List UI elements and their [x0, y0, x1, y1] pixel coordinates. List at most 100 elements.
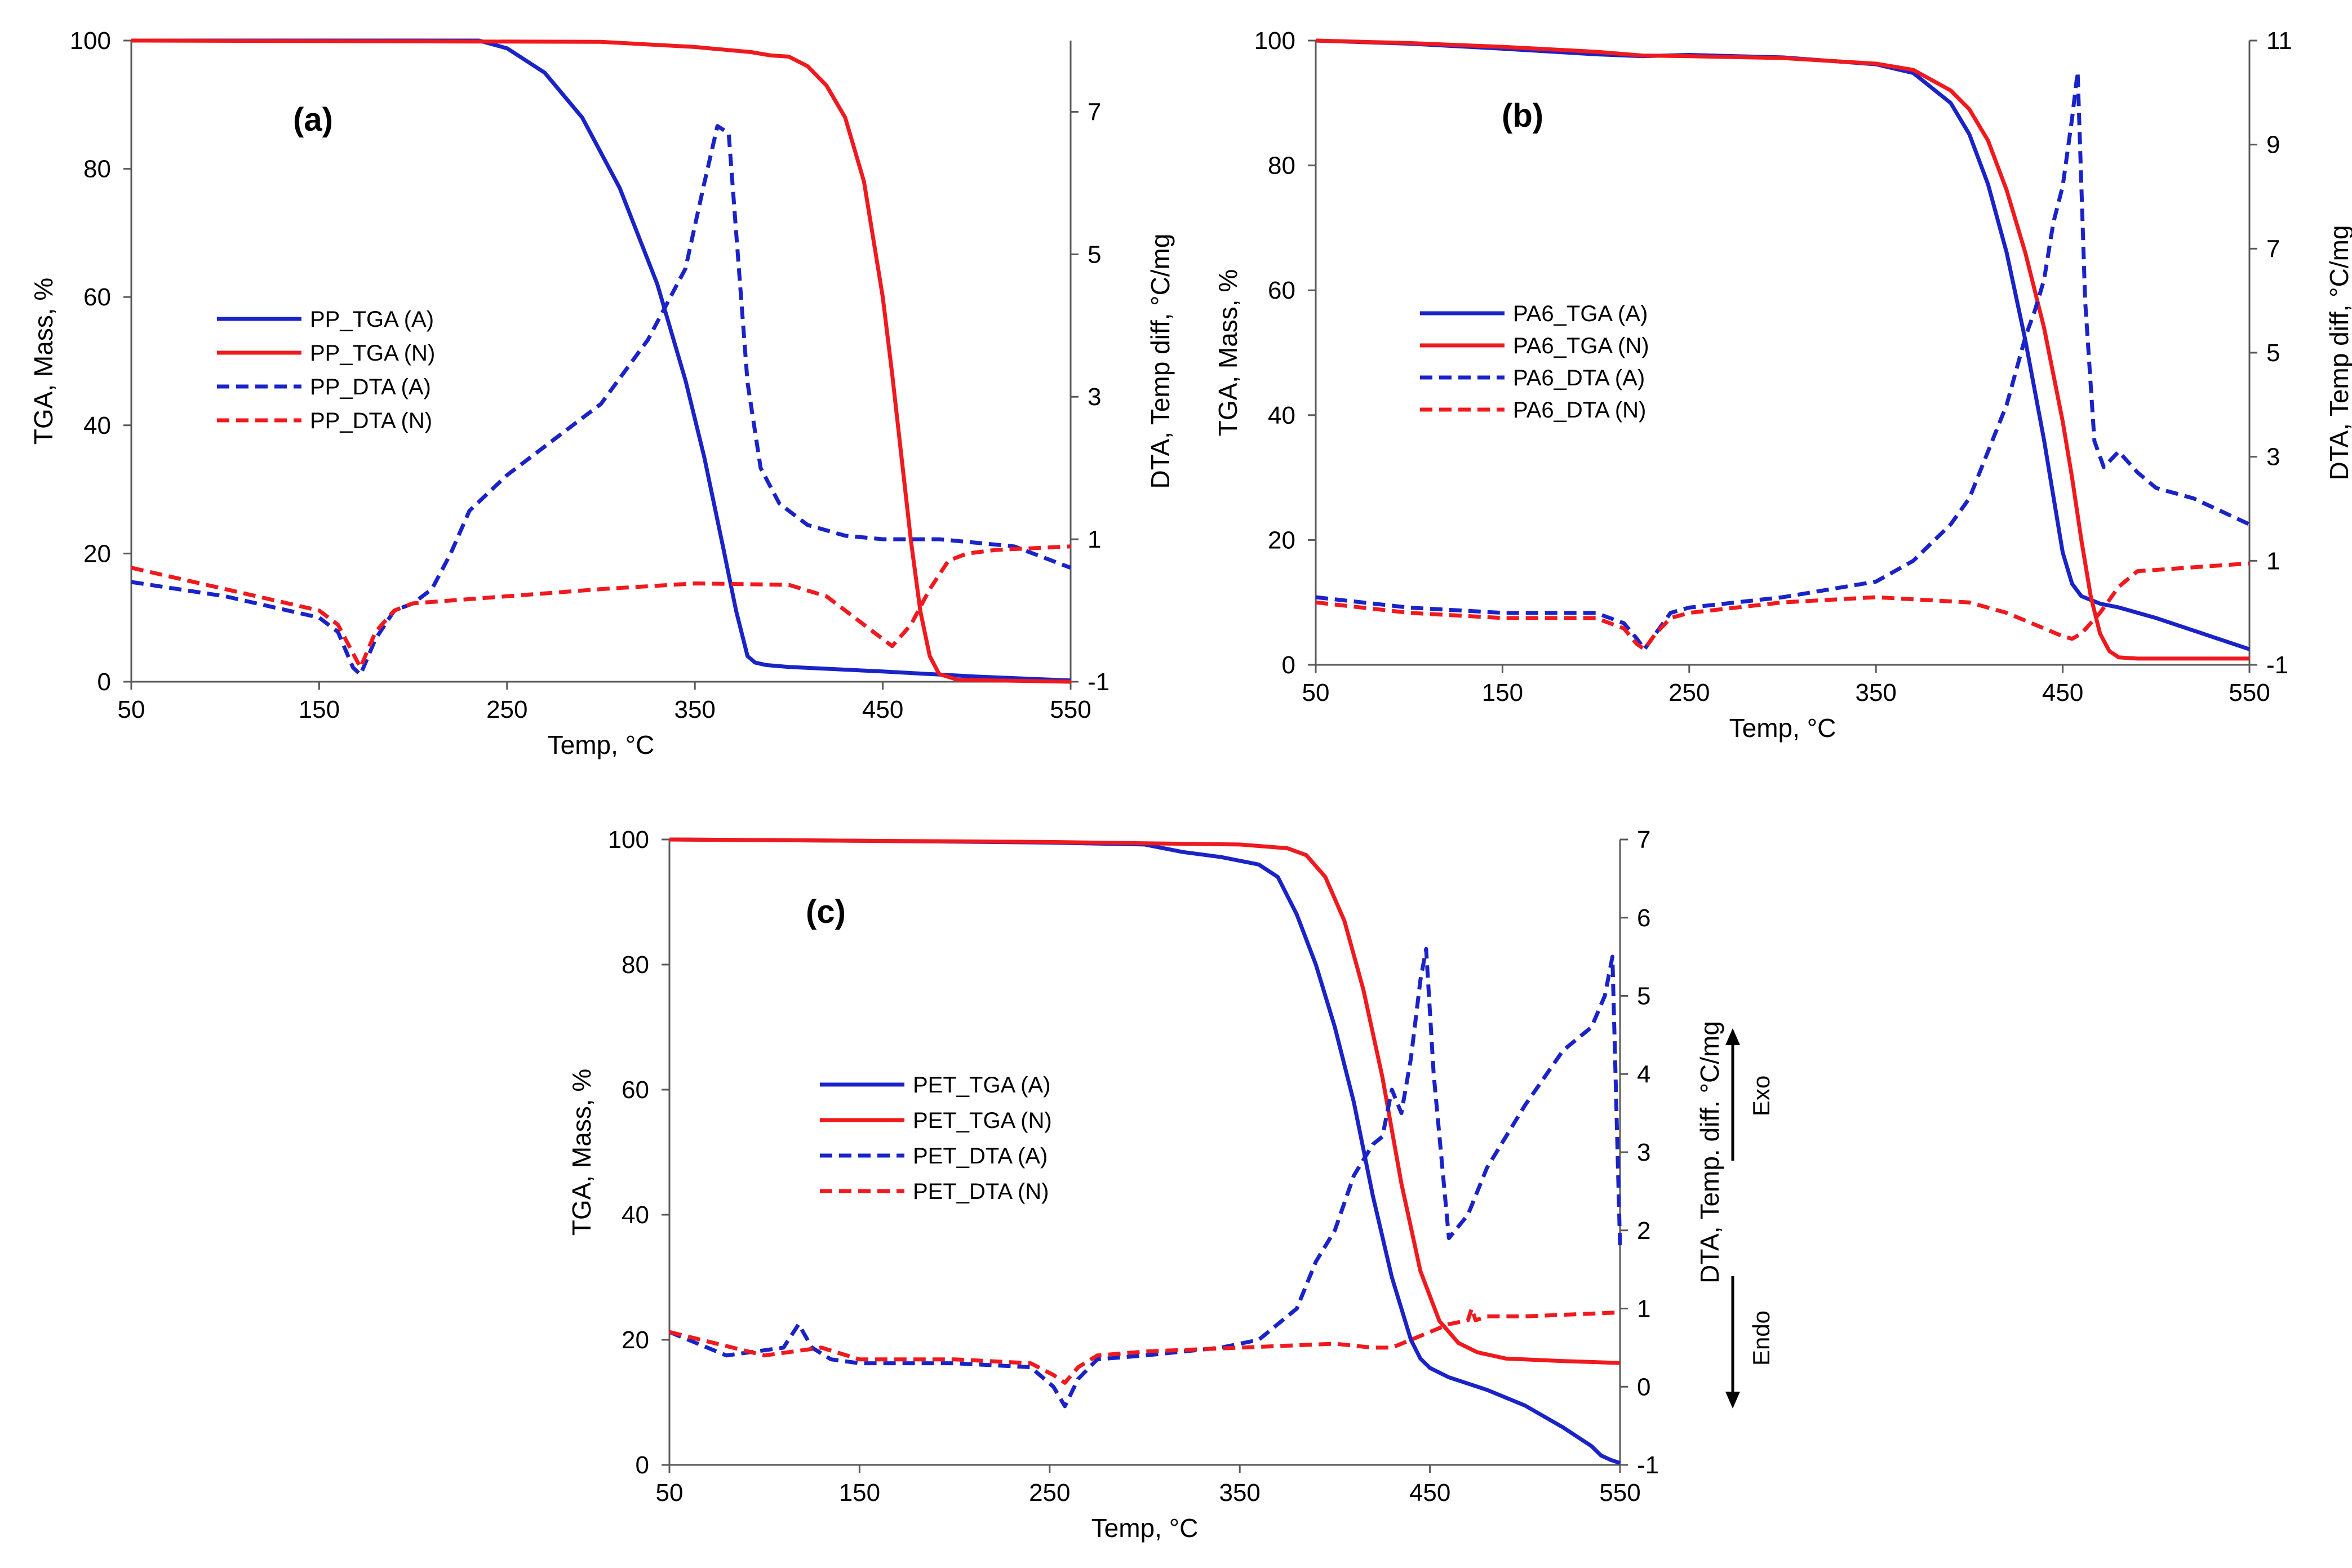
panel-c-series-pet-tga-n — [669, 837, 1621, 1365]
panel-c-y-right-tick-label: 6 — [1637, 904, 1650, 932]
panel-c-legend-label: PET_TGA (A) — [913, 1073, 1051, 1098]
panel-b-x-axis-title: Temp, °C — [1729, 713, 1836, 743]
panel-c-y-right-tick-label: 5 — [1637, 983, 1650, 1010]
panel-c-x-tick-label: 450 — [1409, 1479, 1450, 1507]
panel-a-y-right-tick-label: 1 — [1088, 526, 1101, 553]
panel-a-y-left-tick-label: 60 — [83, 283, 111, 311]
panel-c-y-right-tick-label: 4 — [1637, 1060, 1650, 1088]
panel-a-y-left-tick-label: 40 — [83, 412, 111, 439]
panel-c-x-tick-label: 50 — [656, 1479, 684, 1507]
panel-a-chart: 50 150 250 350 450 550 0 20 40 60 80 100 -1 1 3 5 7 Temp,… — [29, 27, 1175, 759]
panel-b-legend-label: PA6_TGA (A) — [1513, 301, 1648, 326]
panel-a-x-tick-label: 50 — [118, 696, 145, 723]
panel-a-y-left-tick-label: 0 — [97, 668, 111, 696]
panel-b-y-left-tick-label: 40 — [1268, 402, 1295, 429]
panel-c-x-tick-label: 250 — [1029, 1479, 1070, 1507]
panel-b-series-pa6-tga-n — [1315, 38, 2249, 661]
panel-a-y-left-tick-label: 80 — [83, 156, 111, 183]
panel-c-y-right-tick-label: 2 — [1637, 1217, 1650, 1245]
panel-c-legend-label: PET_TGA (N) — [913, 1108, 1052, 1133]
panel-c-y-right-axis-title: DTA, Temp. diff. °C/mg — [1695, 1021, 1724, 1283]
panel-b-label: (b) — [1502, 97, 1543, 134]
panel-a-y-left-tick-label: 100 — [70, 27, 111, 55]
exo-label: Exo — [1748, 1076, 1774, 1116]
panel-b-y-right-axis-title: DTA, Temp diff, °C/mg — [2324, 225, 2352, 481]
panel-c-legend-label: PET_DTA (N) — [913, 1179, 1049, 1204]
panel-a-legend-label: PP_DTA (A) — [310, 375, 431, 399]
panel-b-series-pa6-dta-a — [1315, 69, 2251, 651]
panel-a-series-pp-dta-n — [131, 544, 1071, 670]
panel-c-y-right-tick-label: 1 — [1637, 1295, 1650, 1323]
panel-b-y-left-tick-label: 80 — [1268, 152, 1295, 180]
panel-a-y-right-tick-label: 5 — [1088, 241, 1101, 268]
panel-b-y-right-tick-label: 3 — [2266, 443, 2280, 471]
panel-a-legend-label: PP_TGA (A) — [310, 307, 434, 332]
panel-a-label: (a) — [293, 101, 333, 138]
panel-a-x-axis-title: Temp, °C — [548, 730, 655, 759]
panel-a-y-right-tick-label: -1 — [1088, 668, 1110, 696]
panel-a-x-tick-label: 350 — [674, 696, 715, 723]
panel-b-x-tick-label: 450 — [2042, 679, 2083, 707]
panel-c-y-right-tick-label: 0 — [1637, 1373, 1650, 1401]
panel-c-y-left-tick-label: 40 — [622, 1201, 649, 1229]
panel-a-y-left-axis-title: TGA, Mass, % — [29, 278, 58, 445]
panel-a-y-left-tick-label: 20 — [83, 540, 111, 567]
panel-a-series-pp-dta-a — [131, 124, 1072, 677]
panel-a-legend-label: PP_TGA (N) — [310, 341, 435, 366]
panel-c-y-right-tick-label: 7 — [1637, 826, 1650, 854]
panel-c-y-left-tick-label: 100 — [608, 826, 649, 854]
panel-c-x-tick-label: 350 — [1219, 1479, 1260, 1507]
panel-c-legend-label: PET_DTA (A) — [913, 1144, 1048, 1169]
panel-a-x-tick-label: 550 — [1050, 696, 1091, 723]
endo-arrow-head — [1725, 1392, 1740, 1409]
panel-c-series-pet-dta-a — [668, 947, 1622, 1409]
panel-c-y-left-tick-label: 60 — [622, 1076, 649, 1104]
panel-b-series-pa6-dta-n — [1315, 561, 2250, 651]
panel-c-y-right-tick-label: -1 — [1637, 1451, 1659, 1479]
panel-a-x-tick-label: 150 — [299, 696, 340, 723]
panel-c-y-left-tick-label: 80 — [622, 951, 649, 979]
panel-a-x-tick-label: 450 — [862, 696, 903, 723]
panel-a-series-pp-tga-n — [131, 38, 1071, 684]
panel-a-series-pp-tga-a — [131, 38, 1071, 683]
panel-b-x-tick-label: 550 — [2229, 679, 2270, 707]
panel-b-y-right-tick-label: 11 — [2266, 27, 2292, 55]
panel-b-y-left-tick-label: 100 — [1254, 27, 1295, 55]
panel-c-x-tick-label: 150 — [839, 1479, 880, 1507]
panel-a-y-right-tick-label: 3 — [1088, 383, 1101, 411]
panel-a-x-tick-label: 250 — [486, 696, 527, 723]
panel-b-y-left-tick-label: 60 — [1268, 277, 1295, 304]
exo-arrow-head — [1725, 1028, 1740, 1045]
panel-c-y-left-tick-label: 0 — [636, 1451, 649, 1479]
panel-c-y-left-axis-title: TGA, Mass, % — [567, 1069, 596, 1236]
panel-c-series-pet-tga-a — [669, 837, 1621, 1465]
panel-a-legend-label: PP_DTA (N) — [310, 408, 432, 433]
panel-b-y-right-tick-label: 5 — [2266, 339, 2280, 367]
panel-b-legend-label: PA6_TGA (N) — [1513, 334, 1649, 358]
panel-b-y-right-tick-label: 9 — [2266, 131, 2280, 159]
panel-c-series-pet-dta-n — [669, 1307, 1621, 1385]
panel-c-label: (c) — [806, 894, 846, 930]
panel-b-x-tick-label: 150 — [1482, 679, 1523, 707]
panel-a-y-right-axis-title: DTA, Temp diff, °C/mg — [1146, 234, 1175, 489]
panel-b-y-left-tick-label: 0 — [1282, 651, 1295, 679]
panel-a-y-right-tick-label: 7 — [1088, 98, 1101, 126]
panel-b-x-tick-label: 250 — [1668, 679, 1710, 707]
panel-b-x-tick-label: 50 — [1302, 679, 1330, 707]
panel-c-x-tick-label: 550 — [1599, 1479, 1640, 1507]
panel-b-y-right-tick-label: -1 — [2266, 651, 2288, 679]
panel-b-y-left-tick-label: 20 — [1268, 526, 1295, 554]
panel-b-legend-label: PA6_DTA (A) — [1513, 366, 1645, 390]
endo-label: Endo — [1748, 1311, 1774, 1366]
panel-c-y-left-tick-label: 20 — [622, 1326, 649, 1354]
panel-b-y-right-tick-label: 7 — [2266, 235, 2280, 263]
panel-b-y-right-tick-label: 1 — [2266, 547, 2280, 575]
panel-b-x-tick-label: 350 — [1855, 679, 1896, 707]
panel-b-y-left-axis-title: TGA, Mass, % — [1213, 269, 1242, 436]
panel-c-x-axis-title: Temp, °C — [1091, 1513, 1199, 1543]
panel-c-chart: 50 150 250 350 450 550 0 20 40 60 80 100 -1 0 1 2 3 4 5 6 7 T… — [567, 826, 1774, 1543]
panel-b-chart: 50 150 250 350 450 550 0 20 40 60 80 100 -1 1 3 5 7 9 11 Te… — [1213, 27, 2352, 743]
panel-b-legend-label: PA6_DTA (N) — [1513, 398, 1646, 423]
panel-c-y-right-tick-label: 3 — [1637, 1139, 1650, 1166]
